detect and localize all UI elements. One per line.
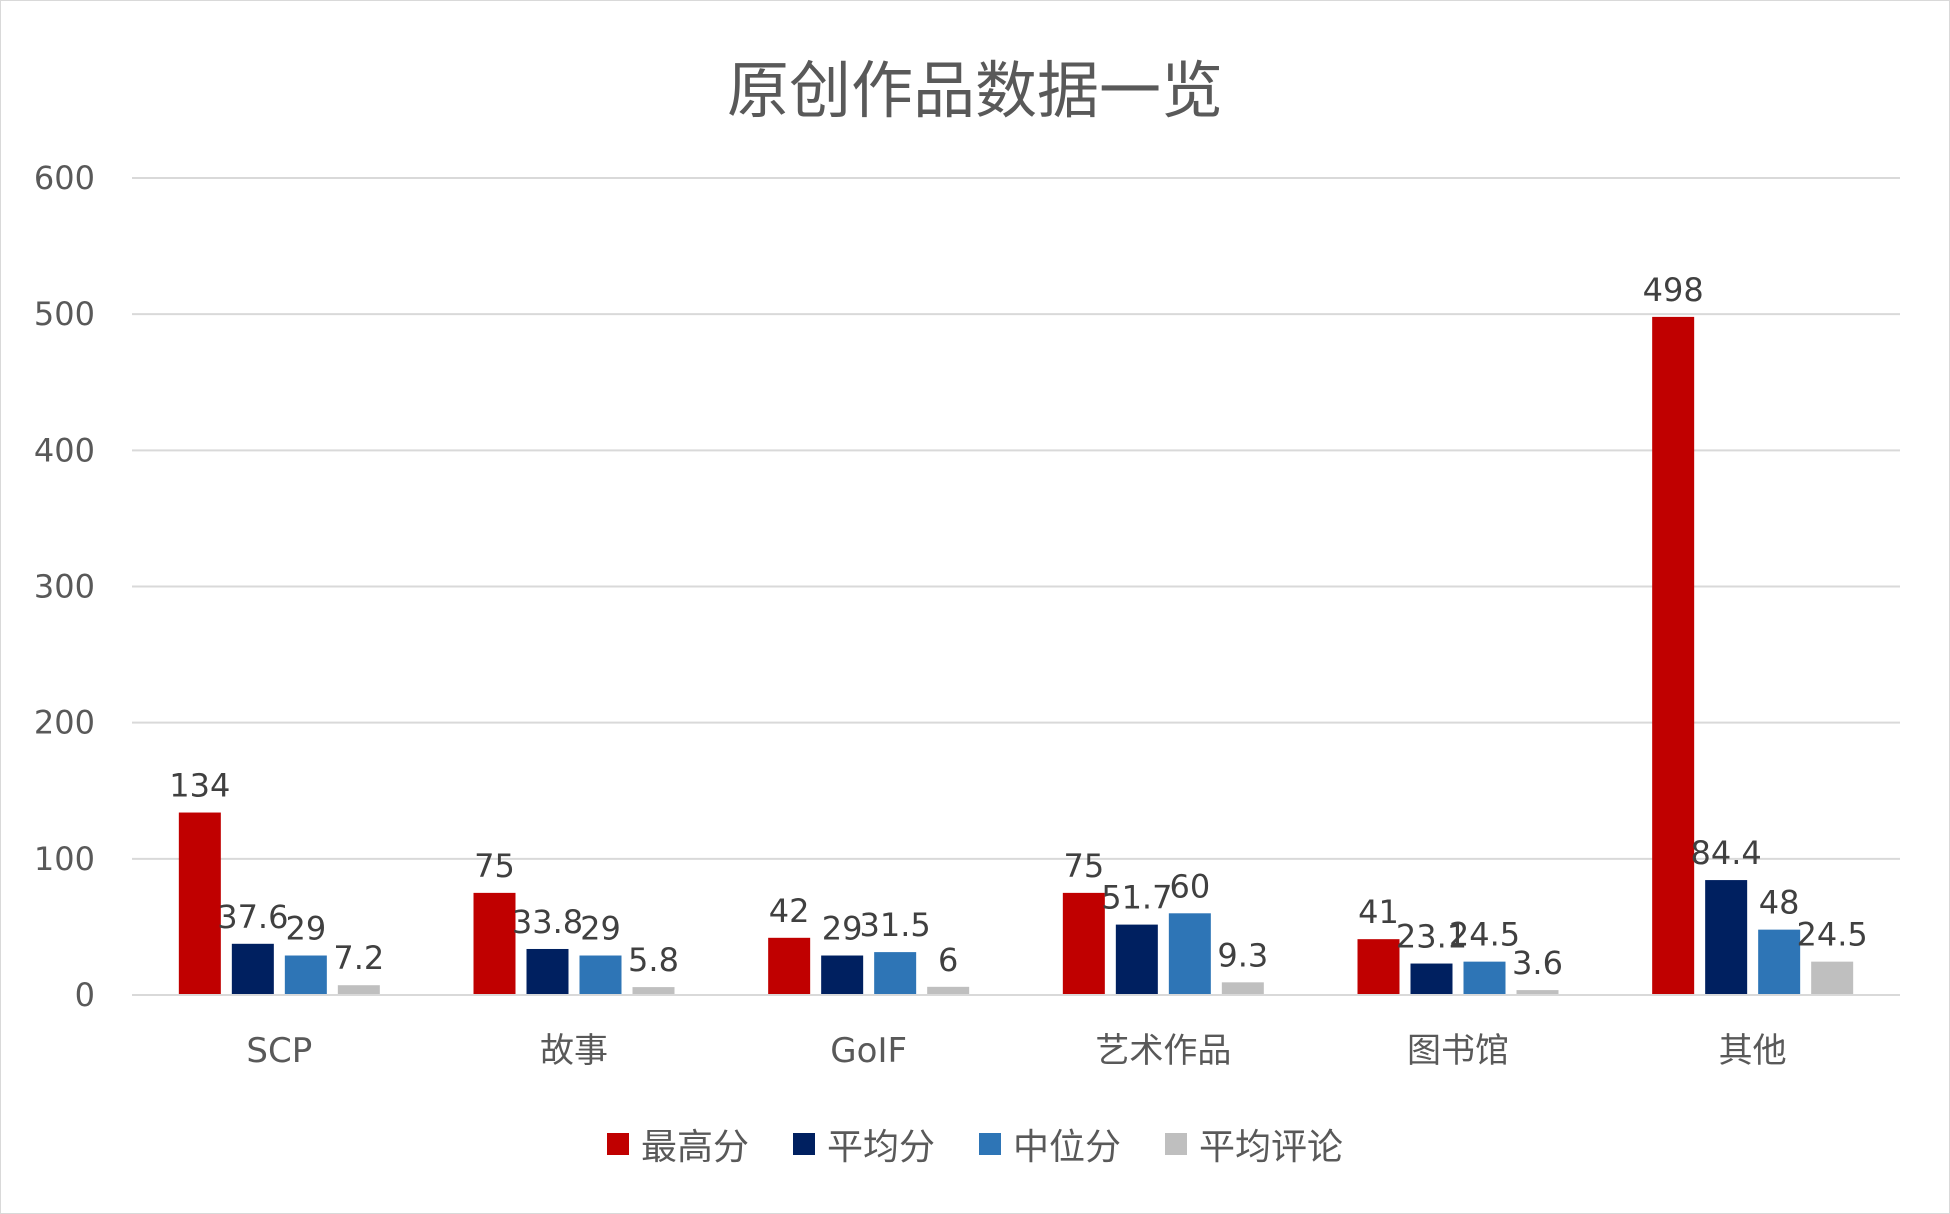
data-label: 134 — [169, 767, 230, 805]
bar-平均评论-其他 — [1811, 961, 1854, 995]
data-label: 29 — [580, 910, 621, 948]
bar-平均分-艺术作品 — [1115, 924, 1158, 995]
legend-label: 中位分 — [1013, 1127, 1122, 1168]
data-label: 48 — [1759, 884, 1800, 922]
data-label: 51.7 — [1101, 879, 1172, 917]
bar-平均评论-GoIF — [927, 986, 970, 995]
data-label: 41 — [1358, 893, 1399, 931]
data-label: 33.8 — [512, 903, 583, 941]
bar-最高分-其他 — [1652, 316, 1695, 995]
legend-swatch — [979, 1133, 1001, 1155]
bar-最高分-故事 — [473, 892, 516, 995]
bar-最高分-艺术作品 — [1062, 892, 1105, 995]
bar-平均分-SCP — [231, 943, 274, 995]
x-tick-label: 其他 — [1719, 1031, 1787, 1071]
bar-平均评论-艺术作品 — [1221, 982, 1264, 995]
bar-平均评论-图书馆 — [1516, 990, 1559, 995]
data-label: 60 — [1169, 867, 1210, 905]
data-label: 24.5 — [1449, 916, 1520, 954]
bar-最高分-图书馆 — [1357, 939, 1400, 995]
bar-中位分-SCP — [284, 955, 327, 995]
legend-item: 最高分 — [606, 1118, 749, 1170]
data-label: 75 — [1063, 847, 1104, 885]
legend-item: 平均分 — [792, 1118, 935, 1170]
y-tick-label: 400 — [34, 431, 95, 469]
bar-中位分-图书馆 — [1463, 961, 1506, 995]
y-tick-label: 0 — [75, 976, 95, 1014]
x-tick-label: 图书馆 — [1407, 1031, 1509, 1071]
data-label: 75 — [474, 847, 515, 885]
bar-中位分-GoIF — [874, 952, 917, 995]
data-label: 9.3 — [1217, 936, 1268, 974]
bar-中位分-艺术作品 — [1168, 913, 1211, 995]
legend-label: 平均评论 — [1199, 1127, 1344, 1168]
chart-title: 原创作品数据一览 — [726, 54, 1223, 127]
data-label: 6 — [938, 941, 958, 979]
legend-label: 平均分 — [826, 1127, 935, 1168]
data-label: 37.6 — [217, 898, 288, 936]
legend-item: 中位分 — [979, 1118, 1121, 1170]
y-tick-label: 600 — [34, 159, 95, 197]
bar-平均分-其他 — [1705, 880, 1748, 995]
bar-最高分-SCP — [178, 812, 221, 995]
data-label: 23.1 — [1396, 918, 1467, 956]
y-tick-label: 100 — [34, 840, 95, 878]
data-label: 42 — [769, 892, 810, 930]
y-tick-label: 500 — [34, 295, 95, 333]
bar-平均分-故事 — [526, 948, 569, 995]
y-tick-label: 200 — [34, 704, 95, 742]
legend-swatch — [606, 1133, 629, 1155]
y-tick-label: 300 — [34, 568, 95, 606]
bar-中位分-故事 — [579, 955, 622, 995]
bar-平均评论-SCP — [337, 985, 380, 995]
chart-legend: 最高分 平均分 中位分 平均评论 — [0, 1118, 1950, 1170]
x-tick-label: SCP — [246, 1031, 312, 1071]
legend-label: 最高分 — [640, 1127, 749, 1168]
bar-最高分-GoIF — [768, 937, 811, 995]
data-label: 24.5 — [1797, 916, 1868, 954]
bar-平均评论-故事 — [632, 987, 675, 995]
data-label: 31.5 — [860, 906, 931, 944]
x-tick-label: GoIF — [830, 1031, 907, 1071]
legend-swatch — [792, 1133, 815, 1155]
x-tick-label: 故事 — [540, 1031, 608, 1071]
x-tick-label: 艺术作品 — [1095, 1031, 1231, 1071]
bar-中位分-其他 — [1758, 929, 1801, 995]
legend-item: 平均评论 — [1165, 1118, 1343, 1170]
bar-平均分-GoIF — [821, 955, 864, 995]
data-label: 498 — [1643, 271, 1704, 309]
legend-swatch — [1165, 1133, 1188, 1155]
bar-平均分-图书馆 — [1410, 963, 1453, 995]
data-label: 29 — [822, 910, 863, 948]
data-label: 3.6 — [1512, 944, 1563, 982]
data-label: 84.4 — [1691, 834, 1762, 872]
data-label: 5.8 — [628, 941, 679, 979]
data-label: 7.2 — [333, 939, 384, 977]
data-label: 29 — [285, 910, 326, 948]
